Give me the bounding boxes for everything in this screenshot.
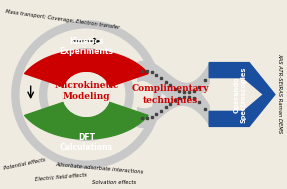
Text: Complimentary
techniques: Complimentary techniques — [132, 84, 210, 105]
Text: Kinetics
Experiments: Kinetics Experiments — [59, 37, 113, 56]
Text: Electric field effects: Electric field effects — [35, 172, 87, 182]
Text: Adsorbate-adsorbate interactions: Adsorbate-adsorbate interactions — [55, 162, 144, 174]
Ellipse shape — [69, 78, 104, 111]
Text: Solvation effects: Solvation effects — [92, 180, 136, 184]
Polygon shape — [138, 61, 209, 103]
Text: XAS ATR-SEIRAS Raman DEMS: XAS ATR-SEIRAS Raman DEMS — [277, 53, 282, 133]
Text: DFT
Calculations: DFT Calculations — [60, 133, 113, 152]
Text: Operando
Spectroscopies: Operando Spectroscopies — [234, 66, 247, 123]
Text: Mass transport; Coverage; Electron transfer: Mass transport; Coverage; Electron trans… — [5, 9, 120, 30]
Ellipse shape — [62, 72, 111, 117]
Polygon shape — [25, 101, 148, 139]
Ellipse shape — [62, 72, 111, 117]
Text: Potential effects: Potential effects — [3, 157, 46, 170]
Polygon shape — [138, 87, 209, 127]
Polygon shape — [25, 50, 148, 88]
Polygon shape — [209, 63, 275, 126]
Text: Microkinetic
Modeling: Microkinetic Modeling — [54, 81, 119, 101]
